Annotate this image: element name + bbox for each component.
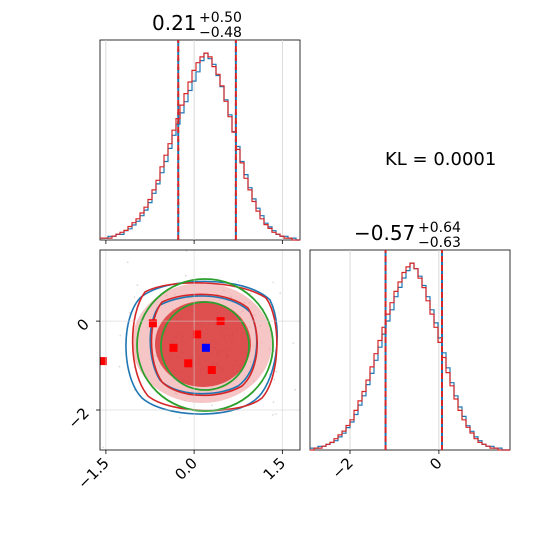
scatter-point — [211, 404, 213, 407]
y1-tick-label: −2 — [64, 404, 92, 432]
square-marker — [184, 359, 193, 368]
hist-param0-blue-series — [100, 52, 300, 241]
param0-title-minus: −0.48 — [199, 25, 242, 41]
x1-tick-label: 0 — [426, 454, 445, 473]
scatter-point — [126, 261, 129, 264]
density-2d-panel: −1.5 0.0 1.5 0 −2 — [64, 249, 356, 493]
scatter-point — [294, 388, 296, 391]
scatter-point — [275, 370, 278, 373]
scatter-point — [136, 284, 139, 287]
scatter-point — [249, 292, 252, 295]
scatter-point — [279, 292, 282, 295]
x0-tick-label: 0.0 — [171, 454, 201, 484]
square-marker — [148, 319, 157, 328]
density-contours — [125, 278, 278, 415]
scatter-point — [292, 342, 295, 344]
scatter-point — [118, 365, 121, 368]
hist-param1-panel: −2 0 −0.57 +0.64 −0.63 — [309, 220, 511, 482]
scatter-point — [102, 446, 104, 449]
square-marker — [201, 343, 210, 352]
scatter-point — [274, 413, 277, 415]
kl-annotation: KL = 0.0001 — [385, 149, 496, 170]
square-marker — [207, 366, 216, 374]
contour-green-inner — [160, 301, 250, 391]
square-marker — [193, 330, 202, 339]
scatter-point — [354, 334, 356, 336]
x0-tick-label: −1.5 — [74, 454, 112, 492]
scatter-point — [119, 334, 122, 337]
contour-blue-outer — [125, 280, 278, 415]
contour-red-outer — [131, 282, 278, 412]
x1-tick-label: −2 — [328, 454, 356, 482]
scatter-point — [133, 296, 136, 298]
hist-param1-frame — [309, 249, 511, 451]
hist-param1-red-series — [310, 262, 510, 451]
param1-title-plus: +0.64 — [418, 220, 461, 236]
square-marker — [100, 357, 107, 366]
hist-param0-red-series — [100, 52, 300, 241]
density-2d-frame — [99, 249, 301, 451]
scatter-point — [272, 414, 274, 416]
contour-green-outer — [136, 278, 274, 412]
scatter-point — [128, 312, 131, 314]
hist-param0-panel: 0.21 +0.50 −0.48 — [99, 10, 301, 244]
param0-title-plus: +0.50 — [199, 10, 242, 26]
param1-title-median: −0.57 — [354, 221, 415, 245]
square-marker — [169, 343, 178, 352]
x0-tick-label: 1.5 — [260, 454, 290, 484]
param0-title-median: 0.21 — [152, 11, 197, 35]
hist-param0-frame — [99, 39, 301, 241]
scatter-point — [237, 280, 240, 283]
scatter-point — [272, 281, 275, 284]
param1-title-minus: −0.63 — [418, 235, 461, 251]
y1-tick-label: 0 — [73, 315, 92, 334]
scatter-point — [272, 401, 275, 404]
hist-param1-blue-series — [310, 262, 510, 451]
scatter-point — [184, 274, 187, 277]
scatter-point — [273, 378, 275, 381]
scatter-point — [185, 250, 188, 252]
contour-red-inner — [150, 293, 258, 397]
contour-blue-inner — [149, 295, 258, 395]
scatter-point — [179, 416, 182, 419]
